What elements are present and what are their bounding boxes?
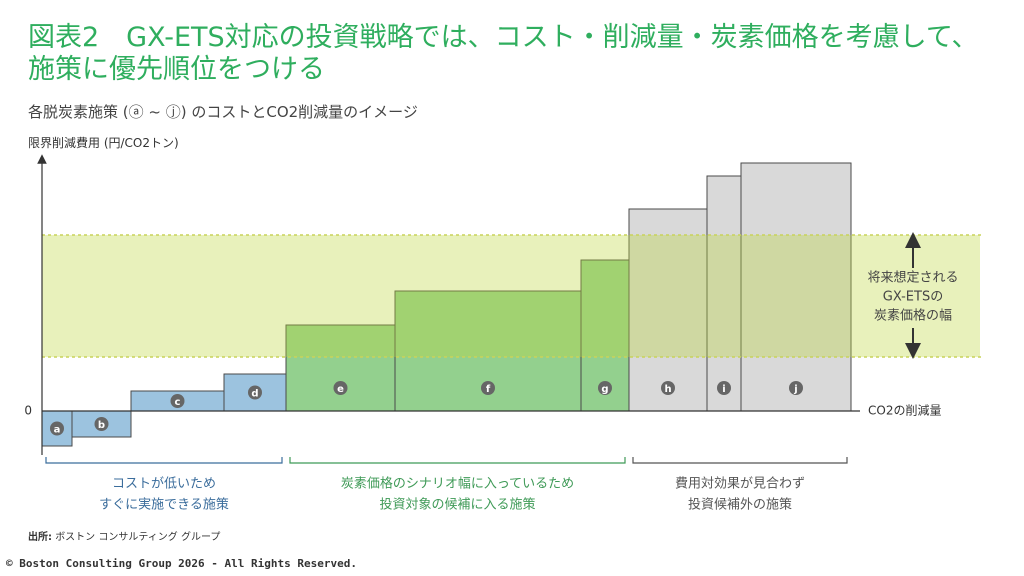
- x-axis-label: CO2の削減量: [868, 403, 941, 418]
- source-text: ボストン コンサルティング グループ: [55, 532, 221, 543]
- bar-label: j: [793, 384, 797, 395]
- group-label: 費用対効果が見合わず: [675, 477, 805, 492]
- group-bracket: [45, 457, 283, 464]
- y-tick-label: 0: [24, 404, 32, 418]
- bar-marker: [661, 381, 675, 395]
- group-label: コストが低いため: [112, 477, 216, 492]
- bar: [706, 175, 742, 412]
- bar: [740, 162, 852, 412]
- band-label: 将来想定される: [867, 270, 958, 286]
- bar-label: i: [722, 384, 725, 395]
- copyright: © Boston Consulting Group 2026 - All Rig…: [6, 557, 357, 570]
- band-label: 炭素価格の幅: [874, 308, 952, 324]
- source-label: 出所:: [28, 532, 52, 543]
- bar-label: g: [601, 384, 608, 395]
- y-axis-label: 限界削減費用 (円/CO2トン): [28, 136, 179, 150]
- bar-marker: [598, 381, 612, 395]
- bar-label: c: [175, 397, 181, 408]
- bar-marker: [333, 381, 348, 395]
- subtitle: 各脱炭素施策 (ⓐ ~ ⓙ) のコストとCO2削減量のイメージ: [28, 103, 418, 121]
- bar-label: a: [54, 425, 61, 436]
- bar-marker: [170, 394, 185, 408]
- bar-marker: [789, 381, 803, 395]
- bar-marker: [481, 381, 495, 395]
- source: 出所: ボストン コンサルティング グループ: [28, 528, 220, 543]
- bar-marker: [50, 421, 64, 436]
- group-label: 炭素価格のシナリオ幅に入っているため: [341, 476, 574, 492]
- group-bracket: [289, 457, 626, 464]
- group-label: 投資候補外の施策: [688, 497, 792, 513]
- bar-marker: [717, 381, 731, 395]
- bar-marker: [94, 417, 109, 431]
- bar-label: b: [98, 420, 105, 431]
- bar-label: h: [664, 384, 671, 395]
- bar-marker: [248, 385, 262, 400]
- price-band: [42, 235, 980, 357]
- group-bracket: [632, 457, 848, 464]
- group-label: すぐに実施できる施策: [99, 497, 229, 513]
- bar-label: f: [486, 384, 491, 395]
- bar-label: e: [337, 384, 344, 395]
- band-label: GX-ETSの: [883, 290, 943, 305]
- group-label: 投資対象の候補に入る施策: [379, 497, 535, 513]
- title: 図表2 GX-ETS対応の投資戦略では、コスト・削減量・炭素価格を考慮して、施策…: [28, 22, 979, 85]
- bar: [285, 324, 396, 412]
- bar-label: d: [251, 389, 258, 400]
